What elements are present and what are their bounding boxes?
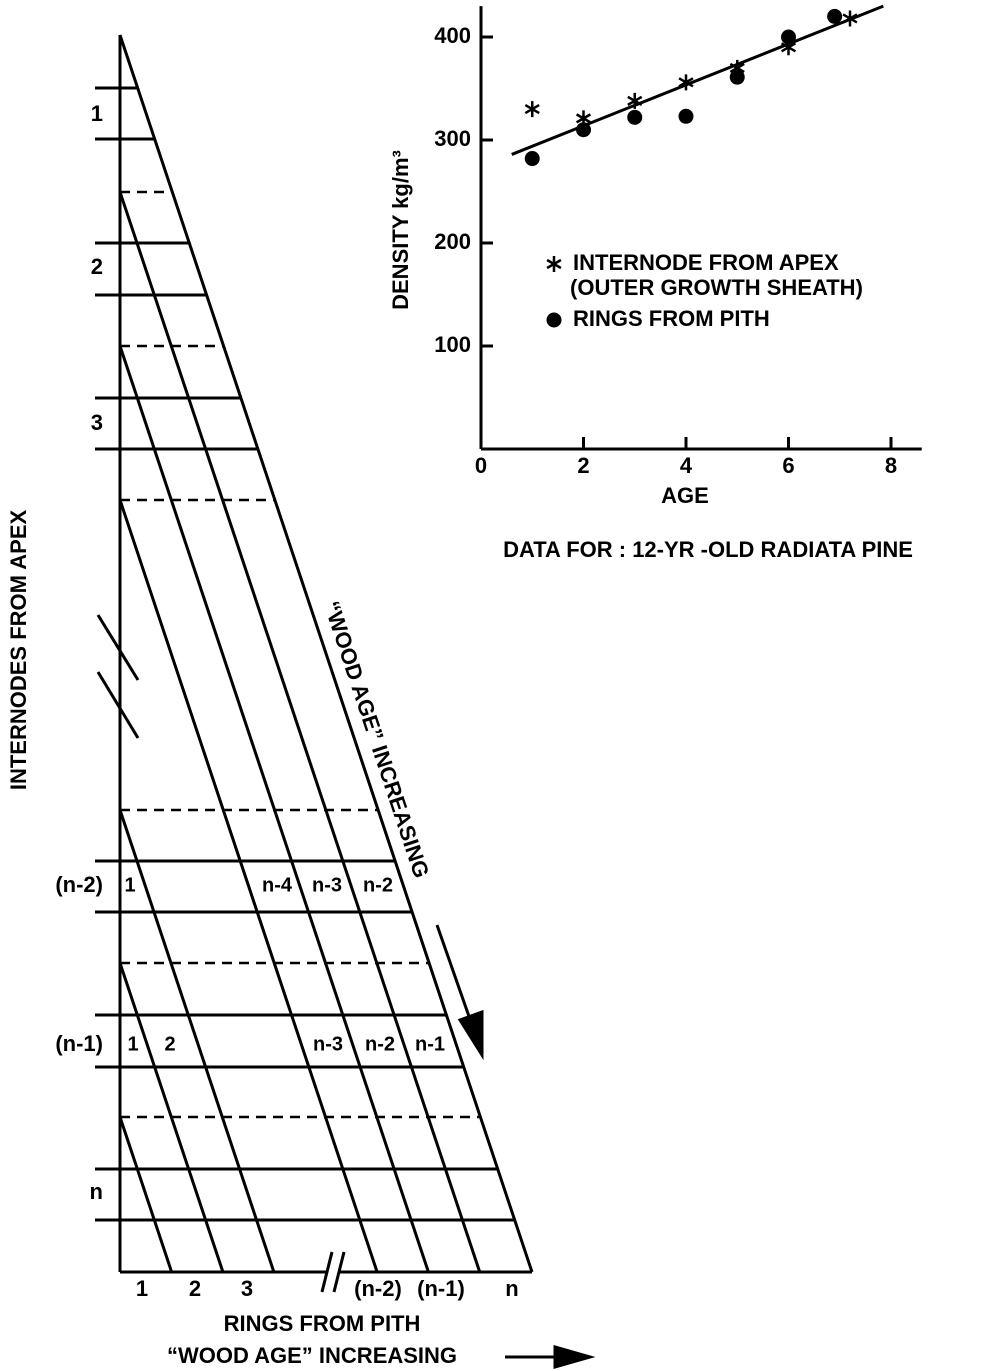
- y-axis-title: INTERNODES FROM APEX: [6, 510, 31, 791]
- dot-point: [576, 122, 591, 138]
- ring-line: [118, 809, 276, 1273]
- axis-break: [96, 614, 140, 681]
- trend-line: [511, 4, 884, 156]
- star-point: [842, 10, 858, 27]
- cell-label: n-4: [262, 874, 293, 896]
- ring-line: [118, 191, 482, 1273]
- diagram-lines: 1 2 3 (n-2) (n-1) n 1 2 3 (n-2) (n-1) n 1 n-4 n-3 n-2 1 2…: [55, 86, 519, 1301]
- star-point: [678, 74, 694, 91]
- legend-note: (OUTER GROWTH SHEATH): [570, 275, 863, 300]
- ring-label: n: [505, 1276, 518, 1301]
- y-tick-label: 100: [434, 332, 471, 357]
- ring-label: (n-1): [417, 1276, 465, 1301]
- y-tick-label: 400: [434, 23, 471, 48]
- arrow-head: [457, 1009, 484, 1061]
- ring-label: 3: [241, 1276, 253, 1301]
- caption: DATA FOR : 12-YR -OLD RADIATA PINE: [503, 537, 913, 562]
- axis-break: [320, 1251, 334, 1293]
- legend-label: INTERNODE FROM APEX: [573, 250, 839, 275]
- star-point: [627, 92, 643, 109]
- x-tick-label: 2: [577, 453, 589, 478]
- y-tick-label: 300: [434, 126, 471, 151]
- dot-point: [827, 8, 843, 24]
- bottom-caption: “WOOD AGE” INCREASING: [167, 1343, 457, 1368]
- inset-chart: 100 200 300 400 0 2 4 6 8 AGE DENSITY kg/m³ DATA FO…: [388, 4, 922, 562]
- ring-line: [118, 1116, 174, 1273]
- cell-label: n-2: [363, 874, 393, 896]
- x-tick-label: 8: [885, 453, 897, 478]
- ring-label: 2: [189, 1276, 201, 1301]
- arrow-shaft: [435, 924, 474, 1026]
- x-tick-label: 6: [782, 453, 794, 478]
- internode-label: (n-2): [55, 872, 103, 897]
- axis-break: [332, 1251, 346, 1293]
- internode-label: 1: [91, 101, 103, 126]
- cell-label: n-3: [312, 874, 342, 896]
- cell-label: n-2: [365, 1033, 395, 1055]
- internode-label: 2: [91, 254, 103, 279]
- cell-label: n-3: [313, 1033, 343, 1055]
- legend-label: RINGS FROM PITH: [573, 306, 770, 331]
- cell-label: 2: [164, 1033, 175, 1055]
- dot-point: [678, 108, 694, 124]
- x-axis-label: AGE: [661, 483, 709, 508]
- y-tick-label: 200: [434, 229, 471, 254]
- outer-edge: [118, 34, 534, 1273]
- x-tick-label: 4: [680, 453, 693, 478]
- dot-point: [627, 109, 643, 125]
- legend-dot: [546, 312, 562, 328]
- internode-label: (n-1): [55, 1031, 103, 1056]
- ring-label: 1: [136, 1276, 148, 1301]
- y-axis-label: DENSITY kg/m³: [388, 150, 413, 310]
- cell-label: 1: [127, 1033, 138, 1055]
- dot-point: [729, 69, 745, 85]
- arrow-head: [553, 1345, 596, 1369]
- cell-label: n-1: [415, 1033, 445, 1055]
- star-point: [546, 256, 562, 272]
- x-axis-title: RINGS FROM PITH: [224, 1311, 421, 1336]
- x-tick-label: 0: [475, 453, 487, 478]
- ring-label: (n-2): [354, 1276, 402, 1301]
- internode-label: 3: [91, 410, 103, 435]
- dot-point: [524, 151, 540, 167]
- axis-break: [96, 671, 140, 739]
- cell-label: 1: [124, 874, 135, 896]
- internode-label: n: [90, 1179, 103, 1204]
- dot-point: [781, 29, 796, 45]
- star-point: [524, 101, 540, 118]
- ring-line: [118, 499, 379, 1273]
